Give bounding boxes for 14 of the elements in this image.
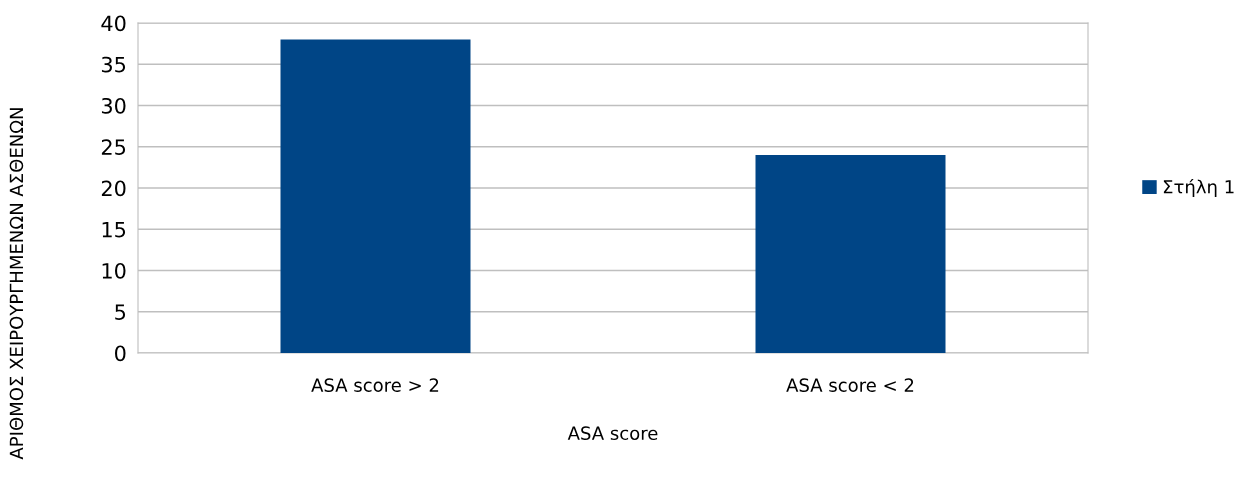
y-axis-title: ΑΡΙΘΜΟΣ ΧΕΙΡΟΥΡΓΗΜΕΝΩΝ ΑΣΘΕΝΩΝ	[9, 108, 24, 460]
y-tick-label: 0	[115, 345, 126, 362]
x-tick-label: ASA score < 2	[786, 378, 914, 392]
y-tick-label: 15	[102, 221, 126, 238]
legend-label: Στήλη 1	[1163, 178, 1234, 198]
y-tick-label: 10	[102, 262, 126, 279]
x-axis-title: ASA score	[567, 426, 658, 441]
y-tick-label: 25	[101, 139, 126, 155]
x-tick-label: ASA score > 2	[311, 378, 439, 392]
y-tick-label: 40	[101, 15, 126, 32]
y-tick-label: 35	[101, 56, 126, 73]
y-tick-label: 30	[101, 97, 126, 114]
y-tick-label: 5	[115, 304, 126, 320]
y-tick-label: 20	[101, 180, 126, 197]
